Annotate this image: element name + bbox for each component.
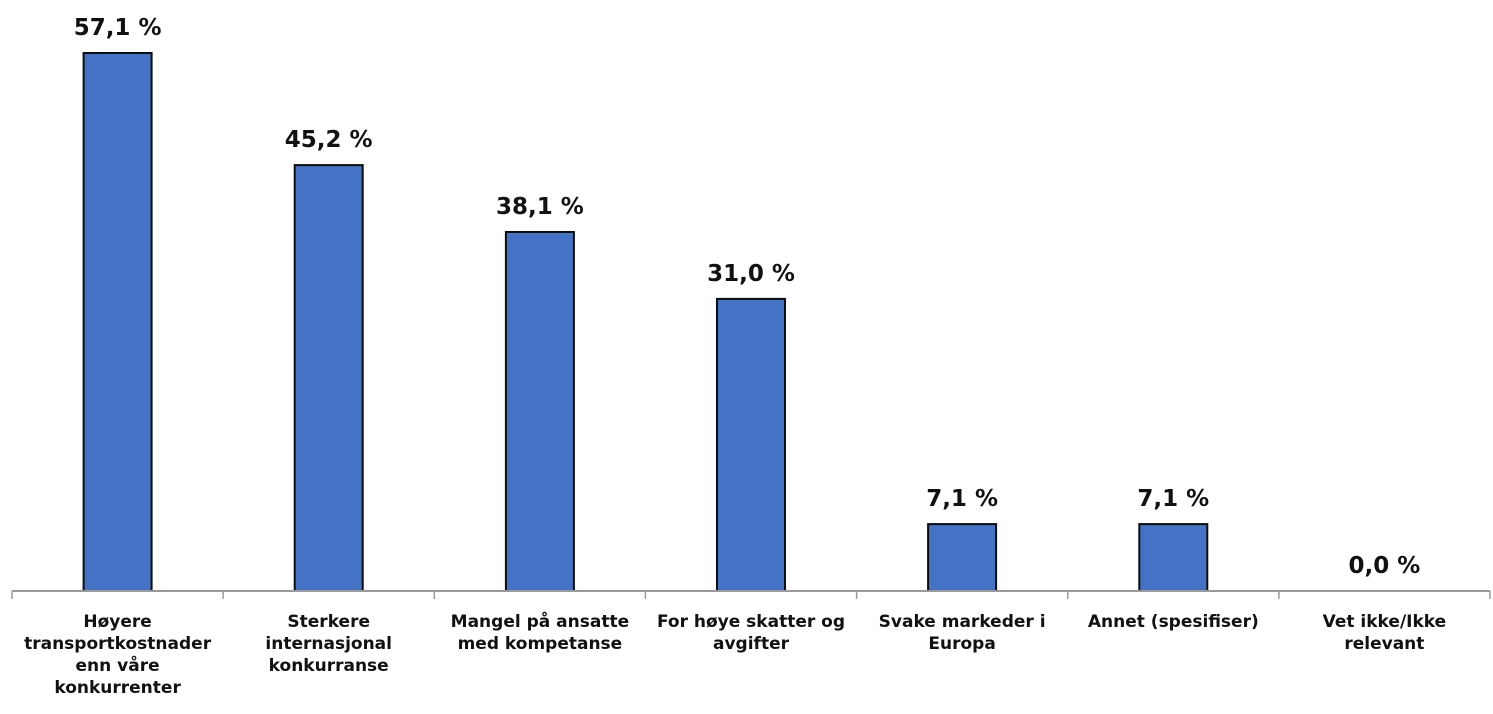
value-label-3: 31,0 %	[707, 261, 795, 287]
value-label-5: 7,1 %	[1137, 486, 1209, 512]
bar-1	[293, 164, 364, 592]
value-label-0: 57,1 %	[74, 15, 162, 41]
category-label-0-line-3: konkurrenter	[54, 678, 181, 698]
category-label-0-line-1: transportkostnader	[24, 634, 212, 654]
category-label-4-line-0: Svake markeder i	[879, 612, 1046, 632]
category-label-1: Sterkere internasjonal konkurranse	[265, 612, 392, 676]
value-label-4: 7,1 %	[926, 486, 998, 512]
category-label-3: For høye skatter og avgifter	[657, 612, 845, 654]
bar-2	[504, 231, 575, 592]
bar-4	[927, 523, 998, 592]
category-label-2-line-1: med kompetanse	[458, 634, 623, 654]
category-label-5-line-0: Annet (spesifiser)	[1088, 612, 1259, 632]
category-label-3-line-1: avgifter	[713, 634, 790, 654]
value-label-1: 45,2 %	[285, 127, 373, 153]
category-label-1-line-2: konkurranse	[269, 656, 389, 676]
category-label-0-line-0: Høyere	[83, 612, 151, 632]
category-label-6: Vet ikke/Ikke relevant	[1323, 612, 1447, 654]
category-label-6-line-1: relevant	[1344, 634, 1424, 654]
category-label-1-line-0: Sterkere	[287, 612, 370, 632]
bar-0	[82, 52, 153, 592]
category-label-3-line-0: For høye skatter og	[657, 612, 845, 632]
category-label-0: Høyere transportkostnader enn våre konkurre…	[24, 612, 212, 698]
category-label-6-line-0: Vet ikke/Ikke	[1323, 612, 1447, 632]
category-label-2-line-0: Mangel på ansatte	[451, 610, 629, 632]
category-label-2: Mangel på ansatte med kompetanse	[451, 610, 629, 654]
category-label-4-line-1: Europa	[928, 634, 995, 654]
value-label-6: 0,0 %	[1349, 553, 1421, 579]
bar-3	[716, 297, 786, 592]
category-label-4: Svake markeder i Europa	[879, 612, 1046, 654]
bar-5	[1138, 523, 1209, 592]
value-label-2: 38,1 %	[496, 194, 584, 220]
category-label-5: Annet (spesifiser)	[1088, 612, 1259, 632]
category-label-0-line-2: enn våre	[76, 654, 160, 676]
category-label-1-line-1: internasjonal	[265, 634, 392, 654]
